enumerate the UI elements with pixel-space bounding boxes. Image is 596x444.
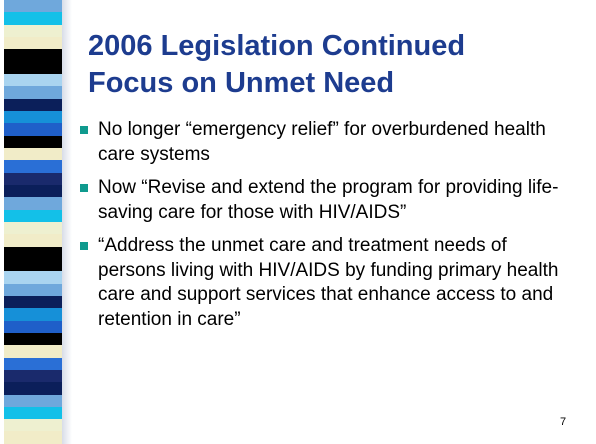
page-number: 7	[560, 416, 567, 428]
slide-title: 2006 Legislation Continued Focus on Unme…	[88, 28, 465, 102]
stripe-band	[4, 123, 62, 136]
stripe-band	[4, 394, 62, 407]
bullet: Now “Revise and extend the program for p…	[80, 176, 570, 225]
stripe-band	[4, 369, 62, 383]
stripe-band	[4, 86, 62, 99]
decorative-stripe	[4, 0, 62, 444]
stripe-band	[4, 258, 62, 272]
bullet: “Address the unmet care and treatment ne…	[80, 234, 570, 332]
stripe-band	[4, 98, 62, 111]
stripe-band	[4, 197, 62, 210]
stripe-band	[4, 135, 62, 148]
stripe-shade	[62, 0, 72, 444]
title-line: Focus on Unmet Need	[88, 67, 395, 99]
stripe-band	[4, 160, 62, 173]
stripe-band	[4, 73, 62, 87]
bullet: No longer “emergency relief” for overbur…	[80, 118, 570, 167]
bullet-list: No longer “emergency relief” for overbur…	[80, 118, 570, 341]
stripe-band	[4, 283, 62, 296]
stripe-band	[4, 345, 62, 358]
stripe-band	[4, 295, 62, 309]
stripe-band	[4, 184, 62, 198]
stripe-band	[4, 234, 62, 247]
title-line: 2006 Legislation Continued	[88, 30, 466, 62]
stripe-band	[4, 61, 62, 74]
stripe-band	[4, 0, 62, 13]
stripe-band	[4, 209, 62, 222]
stripe-band	[4, 320, 62, 333]
stripe-band	[4, 147, 62, 161]
stripe-band	[4, 419, 62, 432]
stripe-band	[4, 49, 62, 62]
stripe-band	[4, 271, 62, 284]
stripe-band	[4, 110, 62, 124]
stripe-band	[4, 12, 62, 25]
stripe-band	[4, 172, 62, 185]
stripe-band	[4, 246, 62, 259]
stripe-band	[4, 36, 62, 50]
stripe-band	[4, 406, 62, 420]
stripe-band	[4, 221, 62, 235]
stripe-band	[4, 308, 62, 321]
stripe-band	[4, 332, 62, 346]
stripe-band	[4, 431, 62, 444]
stripe-band	[4, 24, 62, 37]
stripe-band	[4, 382, 62, 395]
stripe-band	[4, 357, 62, 370]
